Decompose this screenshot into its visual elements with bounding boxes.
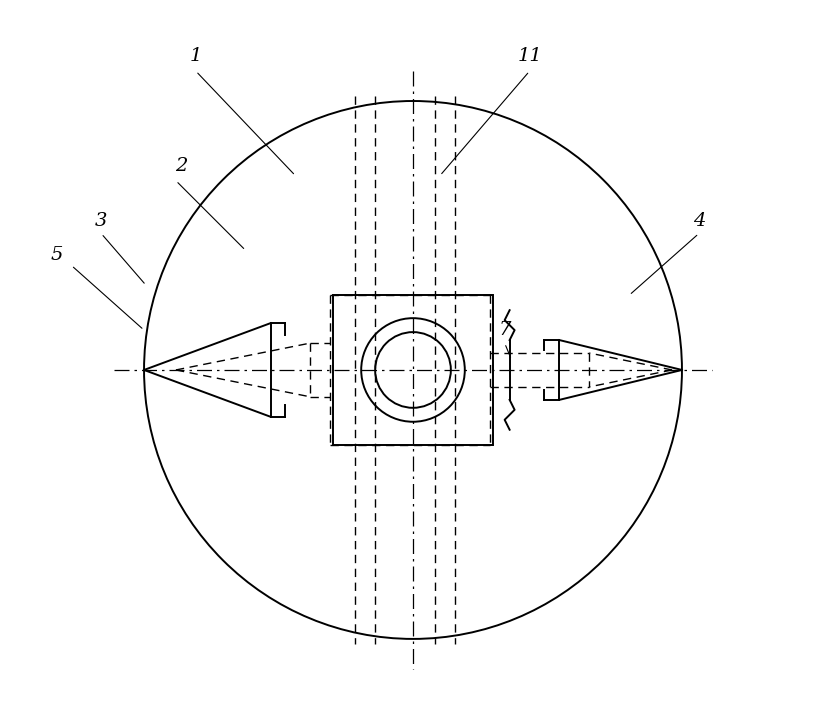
Text: 4: 4 bbox=[693, 211, 705, 229]
Text: 5: 5 bbox=[50, 247, 63, 265]
Text: 11: 11 bbox=[517, 47, 542, 65]
Text: 1: 1 bbox=[190, 47, 202, 65]
Text: 7: 7 bbox=[498, 321, 510, 339]
Text: 3: 3 bbox=[95, 211, 107, 229]
Bar bbox=[334, 296, 492, 444]
Text: 2: 2 bbox=[175, 157, 187, 175]
